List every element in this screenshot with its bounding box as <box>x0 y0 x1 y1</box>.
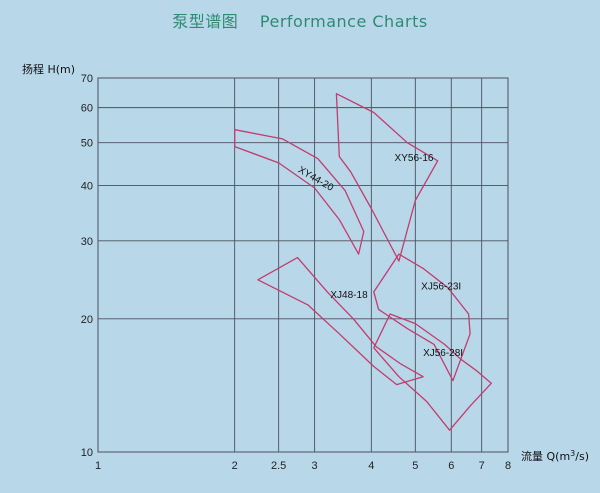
x-tick-label: 6 <box>448 460 454 472</box>
x-tick-label: 2.5 <box>271 460 286 472</box>
region-label-xj48-18: XJ48-18 <box>330 290 368 301</box>
region-outline-xj56-23i <box>373 253 471 382</box>
y-tick-label: 60 <box>81 103 93 115</box>
page-title: 泵型谱图 Performance Charts <box>0 8 600 32</box>
region-label-xj56-23i: XJ56-23I <box>421 281 461 292</box>
plot-frame <box>97 77 509 453</box>
x-axis-title-suffix: /s) <box>575 450 589 463</box>
title-chinese: 泵型谱图 <box>172 12 239 31</box>
region-outline-xy44-20 <box>234 129 365 255</box>
x-tick-label: 3 <box>312 460 318 472</box>
x-tick-label: 1 <box>95 460 101 472</box>
x-tick-labels: 1 2 2.5 3 4 5 6 7 8 <box>95 460 511 472</box>
y-tick-labels: 10 20 30 40 50 60 70 <box>81 73 93 459</box>
y-tick-label: 30 <box>81 236 93 248</box>
y-tick-label: 10 <box>81 447 93 459</box>
x-tick-label: 4 <box>368 460 374 472</box>
region-label-xj56-28i: XJ56-28I <box>423 348 463 359</box>
x-tick-label: 2 <box>232 460 238 472</box>
y-tick-label: 40 <box>81 181 93 193</box>
region-outline-xj56-28i <box>373 313 492 431</box>
grid <box>97 77 509 453</box>
title-english: Performance Charts <box>259 12 428 31</box>
region-label-xy56-16: XY56-16 <box>395 153 434 164</box>
y-tick-label: 50 <box>81 138 93 150</box>
y-tick-label: 20 <box>81 314 93 326</box>
y-tick-label: 70 <box>81 73 93 85</box>
x-tick-label: 5 <box>412 460 418 472</box>
region-outline-xy56-16 <box>335 93 439 262</box>
x-axis-title: 流量 Q(m3/s) <box>521 449 589 463</box>
region-outline-xj48-18 <box>257 256 424 386</box>
x-axis-title-prefix: 流量 Q(m <box>521 449 570 463</box>
x-axis-title-sup: 3 <box>570 449 575 458</box>
x-tick-label: 8 <box>505 460 511 472</box>
y-axis-title: 扬程 H(m) <box>22 62 75 76</box>
x-tick-label: 7 <box>479 460 485 472</box>
